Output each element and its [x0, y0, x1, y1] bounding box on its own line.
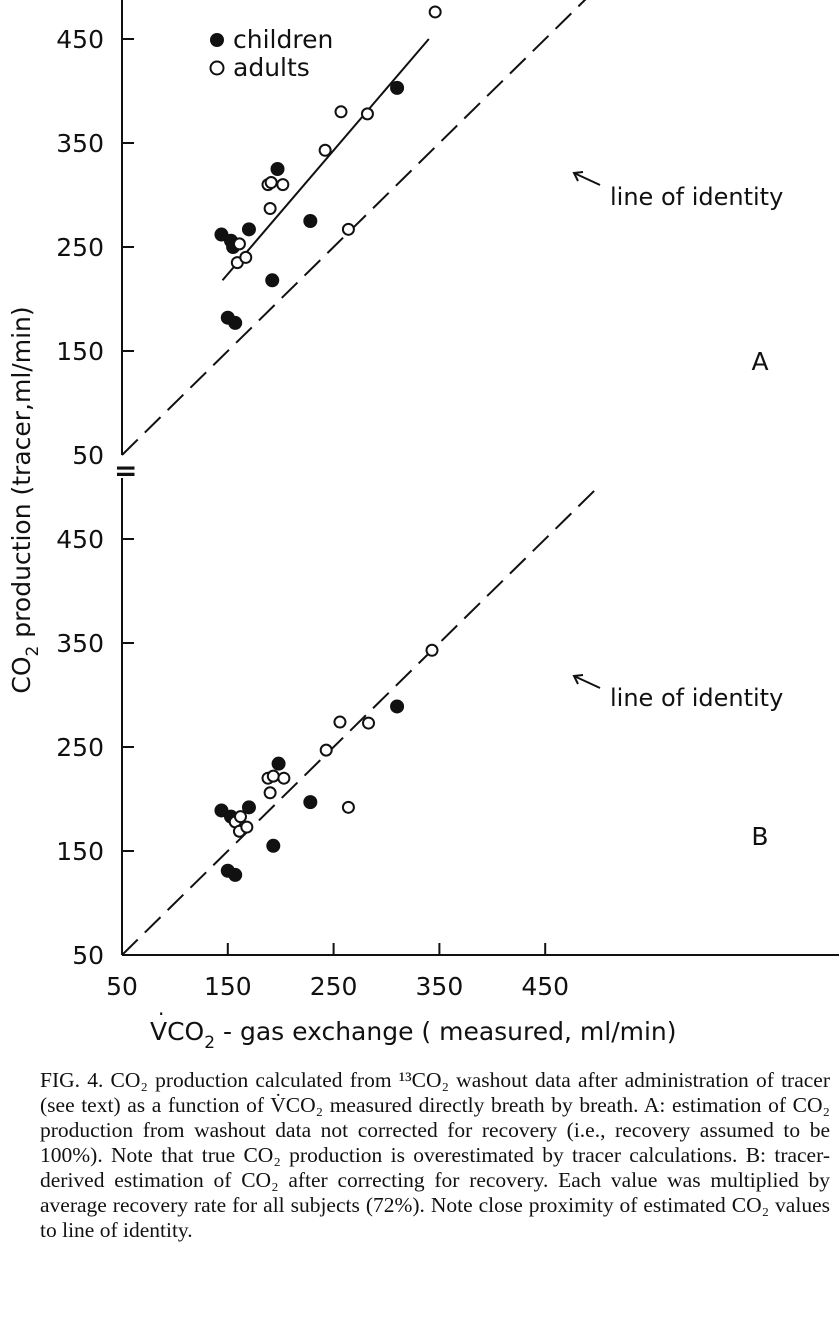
- panel-label: A: [751, 347, 768, 376]
- data-point-children: [241, 800, 256, 815]
- data-point-children: [228, 315, 243, 330]
- data-point-adults: [319, 743, 333, 757]
- data-point-adults: [277, 771, 291, 785]
- data-point-adults: [318, 143, 332, 157]
- data-point-children: [270, 162, 285, 176]
- legend-children-marker: [210, 33, 224, 47]
- y-axis-label: CO2 production (tracer,ml/min): [7, 306, 43, 693]
- data-point-adults: [239, 250, 253, 264]
- panel-B: 50 150 250 350 450 50 150 250 350 450 line of iden…: [56, 478, 839, 1001]
- x-axis-dot: ·: [158, 1002, 164, 1026]
- data-point-adults: [263, 786, 277, 800]
- data-point-adults: [266, 769, 280, 783]
- x-tick-label: 50: [106, 972, 138, 1001]
- x-tick-label: 250: [310, 972, 358, 1001]
- data-point-adults: [341, 222, 355, 236]
- data-point-adults: [264, 176, 278, 190]
- x-tick-label: 450: [521, 972, 569, 1001]
- data-point-adults: [341, 800, 355, 814]
- data-point-children: [228, 867, 243, 882]
- x-axis-label-group: · VCO2 - gas exchange ( measured, ml/min…: [150, 1002, 677, 1053]
- data-point-adults: [232, 237, 246, 251]
- caption-text: CO₂ production calculated from ¹³CO₂ was…: [40, 1068, 830, 1242]
- data-point-children: [271, 756, 286, 771]
- data-point-children: [266, 838, 281, 853]
- data-point-children: [265, 273, 280, 288]
- data-point-adults: [334, 105, 348, 119]
- y-tick-label: 350: [56, 629, 104, 658]
- data-point-adults: [333, 715, 347, 729]
- identity-line: [121, 0, 587, 456]
- data-point-adults: [428, 5, 442, 19]
- regression-line: [221, 38, 430, 281]
- legend-adults-label: adults: [233, 53, 310, 82]
- data-point-adults: [233, 810, 247, 824]
- annotation-arrow: [573, 675, 601, 689]
- y-tick-label: 250: [56, 733, 104, 762]
- identity-line: [121, 486, 599, 956]
- axis-break: =: [114, 454, 137, 487]
- data-point-children: [390, 80, 405, 95]
- annotation-arrowhead: [572, 171, 584, 182]
- data-point-children: [241, 222, 256, 237]
- annotation-arrow: [573, 172, 601, 186]
- figure-caption: FIG. 4. CO₂ production calculated from ¹…: [40, 1068, 830, 1243]
- y-tick-label: 150: [56, 837, 104, 866]
- caption-lead: FIG. 4.: [40, 1068, 104, 1092]
- panel-A: 50 150 250 350 450 line of identity A: [56, 0, 783, 470]
- y-tick-label: 350: [56, 129, 104, 158]
- plot-layer: 50 150 250 350 450 line of identity A 50 150 250 3…: [56, 0, 839, 1001]
- y-tick-label: 50: [72, 441, 104, 470]
- data-point-children: [303, 214, 318, 228]
- y-tick-label: 450: [56, 25, 104, 54]
- y-axis-label-group: CO2 production (tracer,ml/min): [7, 306, 43, 693]
- y-tick-label: 150: [56, 337, 104, 366]
- data-point-adults: [362, 716, 376, 730]
- data-point-adults: [263, 202, 277, 216]
- legend-children-label: children: [233, 25, 333, 54]
- x-tick-label: 350: [416, 972, 464, 1001]
- legend-adults-marker: [209, 60, 225, 76]
- x-axis-label: VCO2 - gas exchange ( measured, ml/min): [150, 1017, 677, 1053]
- data-point-adults: [360, 107, 374, 121]
- annotation-arrowhead: [572, 674, 584, 685]
- data-point-children: [390, 699, 405, 714]
- x-tick-label: 150: [204, 972, 252, 1001]
- data-point-adults: [240, 820, 254, 834]
- scatter-figure: CO2 production (tracer,ml/min) · VCO2 - …: [7, 0, 839, 1053]
- annotation-label: line of identity: [610, 684, 783, 712]
- data-point-adults: [276, 178, 290, 192]
- legend: children adults: [209, 25, 333, 82]
- y-tick-label: 250: [56, 233, 104, 262]
- y-tick-label: 50: [72, 941, 104, 970]
- data-point-children: [303, 795, 318, 810]
- figure: CO2 production (tracer,ml/min) · VCO2 - …: [7, 0, 839, 1053]
- y-tick-label: 450: [56, 525, 104, 554]
- panel-label: B: [751, 822, 768, 851]
- data-point-adults: [425, 643, 439, 657]
- annotation-label: line of identity: [610, 183, 783, 211]
